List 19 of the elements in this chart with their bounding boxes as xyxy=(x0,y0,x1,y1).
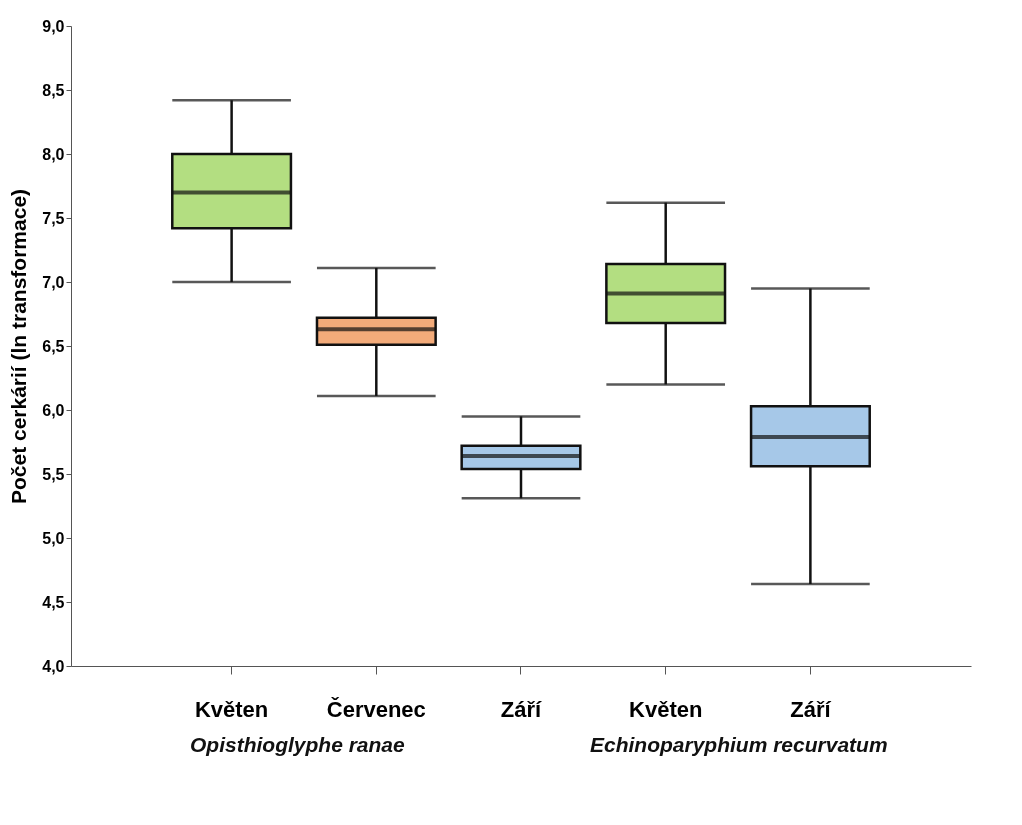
y-tick-label: 4,5 xyxy=(42,593,65,611)
y-tick-label: 7,5 xyxy=(42,209,65,227)
x-tick-label: Září xyxy=(500,696,543,722)
x-tick-label: Květen xyxy=(629,696,703,722)
y-tick-label: 6,5 xyxy=(42,337,65,355)
x-tick-label: Květen xyxy=(194,696,269,722)
y-tick-label: 6,0 xyxy=(42,401,65,419)
y-tick-label: 7,0 xyxy=(42,273,65,291)
y-tick-label: 9,0 xyxy=(42,17,65,35)
y-tick-label: 8,0 xyxy=(42,145,65,163)
y-tick-label: 8,5 xyxy=(42,81,65,99)
y-tick-label: 5,0 xyxy=(42,529,65,547)
x-tick-label: Září xyxy=(790,696,832,722)
text: Echinoparyphium recurvatum xyxy=(590,733,888,757)
y-tick-label: 5,5 xyxy=(42,465,65,483)
y-axis-title: Počet cerkárií (ln transformace) xyxy=(7,188,31,505)
text: Opisthioglyphe ranae xyxy=(190,733,405,757)
x-tick-label: Červenec xyxy=(326,696,426,722)
y-tick-label: 4,0 xyxy=(42,657,65,675)
